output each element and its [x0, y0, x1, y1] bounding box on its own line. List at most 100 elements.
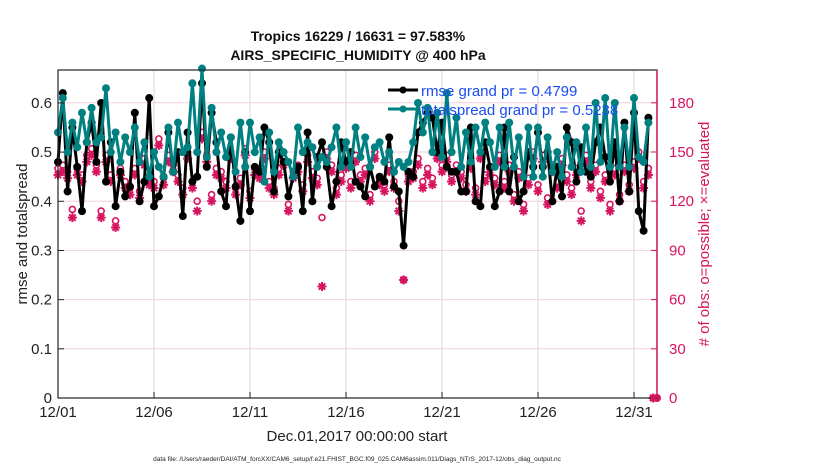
rmse-point	[471, 197, 480, 206]
totalspread-point	[442, 89, 451, 98]
rmse-point	[188, 177, 197, 186]
y-axis-label: rmse and totalspread	[14, 164, 31, 305]
totalspread-point	[538, 172, 547, 181]
obs-evaluated-point	[447, 177, 457, 187]
obs-possible-point	[68, 205, 77, 214]
totalspread-point	[116, 157, 125, 166]
totalspread-point	[644, 118, 653, 127]
totalspread-point	[126, 148, 134, 157]
obs-evaluated-point	[567, 190, 577, 200]
x-tick-label: 12/21	[423, 404, 461, 421]
rmse-point	[308, 197, 317, 206]
rmse-point	[150, 202, 158, 211]
totalspread-point	[150, 148, 158, 157]
obs-evaluated-point	[207, 196, 217, 206]
totalspread-point	[490, 162, 499, 171]
totalspread-point	[332, 123, 341, 132]
totalspread-point	[553, 148, 562, 157]
totalspread-point	[322, 157, 331, 166]
series-totalspread	[54, 64, 653, 186]
totalspread-point	[433, 108, 442, 117]
totalspread-point	[226, 133, 235, 142]
rmse-point	[145, 94, 154, 103]
y-tick-label: 0	[44, 390, 52, 407]
totalspread-point	[375, 138, 384, 147]
totalspread-point	[481, 118, 490, 127]
rmse-point	[236, 216, 245, 225]
totalspread-point	[274, 138, 283, 147]
ticks: 12/01 12/06 12/11 12/16 12/21 12/26 12/31 0 30 60…	[31, 95, 694, 421]
rmse-point	[490, 202, 499, 211]
totalspread-point	[558, 172, 566, 181]
rmse-point	[356, 182, 365, 191]
totalspread-point	[346, 162, 355, 171]
totalspread-point	[82, 138, 91, 147]
obs-evaluated-point	[379, 186, 389, 196]
legend-rmse-marker	[399, 86, 407, 94]
rmse-point	[442, 162, 451, 171]
totalspread-point	[140, 138, 149, 147]
rmse-point	[586, 172, 595, 181]
totalspread-point	[188, 79, 197, 88]
totalspread-point	[327, 143, 336, 152]
legend-totalspread-marker	[399, 105, 407, 113]
rmse-point	[390, 182, 398, 191]
rmse-point	[140, 177, 149, 186]
y2-tick-label: 30	[669, 341, 686, 358]
obs-evaluated-point	[283, 206, 293, 216]
rmse-point	[476, 202, 485, 211]
totalspread-point	[462, 128, 470, 137]
totalspread-point	[92, 138, 101, 147]
obs-evaluated-point	[346, 183, 356, 193]
x-tick-label: 12/26	[519, 404, 557, 421]
y2-axis-label: # of obs: o=possible; ×=evaluated	[696, 122, 713, 347]
totalspread-point	[164, 123, 173, 132]
totalspread-point	[534, 123, 542, 132]
totalspread-point	[385, 148, 394, 157]
totalspread-point	[169, 167, 178, 176]
totalspread-point	[250, 148, 259, 157]
totalspread-point	[390, 167, 398, 176]
totalspread-point	[582, 123, 590, 132]
totalspread-point	[404, 157, 413, 166]
series-layer	[53, 64, 661, 403]
rmse-point	[361, 192, 370, 201]
rmse-point	[92, 157, 101, 166]
rmse-point	[519, 187, 528, 196]
rmse-point	[505, 187, 514, 196]
y-tick-label: 0.6	[31, 95, 52, 112]
rmse-point	[639, 226, 648, 235]
totalspread-point	[87, 103, 96, 112]
totalspread-point	[174, 118, 182, 127]
y2-tick-label: 120	[669, 193, 694, 210]
totalspread-point	[58, 94, 67, 103]
rmse-point	[73, 162, 82, 171]
y-tick-label: 0.4	[31, 193, 52, 210]
totalspread-point	[577, 167, 586, 176]
totalspread-point	[639, 157, 648, 166]
totalspread-point	[313, 162, 322, 171]
totalspread-point	[394, 157, 403, 166]
rmse-point	[222, 202, 230, 211]
obs-evaluated-point	[96, 213, 106, 223]
totalspread-point	[586, 162, 595, 171]
totalspread-point	[380, 157, 389, 166]
totalspread-point	[298, 148, 307, 157]
totalspread-point	[630, 94, 638, 103]
obs-evaluated-point	[187, 183, 197, 193]
rmse-point	[318, 138, 326, 147]
totalspread-point	[130, 123, 139, 132]
totalspread-point	[246, 118, 254, 127]
totalspread-point	[428, 148, 437, 157]
rmse-point	[409, 172, 418, 181]
x-tick-label: 12/11	[232, 404, 268, 421]
totalspread-point	[500, 162, 509, 171]
rmse-point	[404, 167, 413, 176]
rmse-point	[202, 162, 211, 171]
totalspread-point	[548, 167, 557, 176]
rmse-point	[548, 197, 557, 206]
totalspread-point	[495, 123, 504, 132]
totalspread-point	[260, 177, 269, 186]
obs-evaluated-point	[605, 206, 615, 216]
totalspread-point	[294, 123, 302, 132]
